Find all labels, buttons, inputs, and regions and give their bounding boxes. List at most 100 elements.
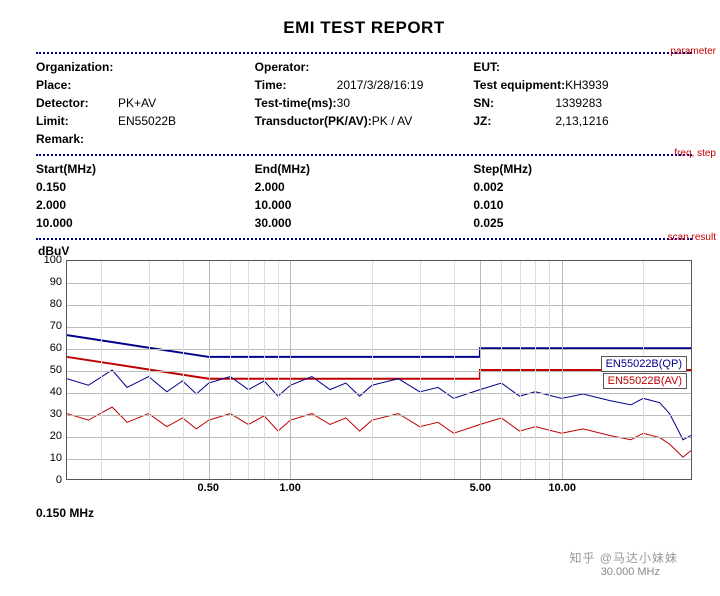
gridline-h [67, 415, 691, 416]
param-value: PK / AV [372, 114, 412, 128]
y-axis-label: dBuV [38, 244, 692, 258]
gridline-v-minor [248, 261, 249, 479]
xaxis-start-label: 0.150 MHz [36, 506, 692, 520]
param-value: 2017/3/28/16:19 [337, 78, 424, 92]
y-tick: 60 [50, 342, 62, 354]
freq-cell: 0.002 [473, 178, 692, 196]
y-axis: 0102030405060708090100 [36, 260, 66, 480]
y-tick: 80 [50, 298, 62, 310]
gridline-v [480, 261, 481, 479]
gridline-v-minor [372, 261, 373, 479]
gridline-v-minor [535, 261, 536, 479]
chart-area: dBuV 0 10 20 30 40 50 60 70 80 90 100 EN55022B(QP)… [36, 244, 692, 520]
param-key: Remark: [36, 130, 118, 148]
param-cell: JZ:2,13,1216 [473, 112, 692, 130]
y-tick: 100 [44, 254, 62, 266]
param-cell: Place: [36, 76, 255, 94]
params-section: Organization: Operator: EUT: Place: Time:201… [36, 54, 692, 154]
param-key: Test-time(ms): [255, 94, 337, 112]
param-cell: Transductor(PK/AV):PK / AV [255, 112, 474, 130]
gridline-v-minor [264, 261, 265, 479]
param-cell: Test-time(ms):30 [255, 94, 474, 112]
gridline-v-minor [183, 261, 184, 479]
param-cell: Time:2017/3/28/16:19 [255, 76, 474, 94]
param-value: 30 [337, 96, 350, 110]
limit-line-AV [67, 357, 691, 379]
label-freqstep: freq, step [674, 148, 716, 159]
param-cell [473, 130, 692, 148]
freq-header: Step(MHz) [473, 160, 692, 178]
param-key: JZ: [473, 112, 555, 130]
x-tick: 5.00 [470, 482, 491, 494]
gridline-v-minor [101, 261, 102, 479]
gridline-v-minor [549, 261, 550, 479]
freq-header: Start(MHz) [36, 160, 255, 178]
plot-region: EN55022B(QP)EN55022B(AV) [66, 260, 692, 480]
x-axis: 0.501.005.0010.00 [66, 480, 692, 498]
gridline-v-minor [149, 261, 150, 479]
param-key: Limit: [36, 112, 118, 130]
param-key: Place: [36, 76, 118, 94]
param-cell: Organization: [36, 58, 255, 76]
gridline-v [290, 261, 291, 479]
param-key: EUT: [473, 58, 555, 76]
gridline-v-minor [278, 261, 279, 479]
gridline-h [67, 393, 691, 394]
gridline-v-minor [230, 261, 231, 479]
x-tick: 1.00 [279, 482, 300, 494]
param-cell: SN:1339283 [473, 94, 692, 112]
freqstep-section: Start(MHz)End(MHz)Step(MHz)0.1502.0000.0… [36, 156, 692, 238]
freq-cell: 10.000 [36, 214, 255, 232]
gridline-v [562, 261, 563, 479]
param-cell: Detector:PK+AV [36, 94, 255, 112]
gridline-h [67, 283, 691, 284]
param-key: SN: [473, 94, 555, 112]
legend-entry: EN55022B(QP) [601, 356, 687, 372]
gridline-v-minor [420, 261, 421, 479]
freq-cell: 0.025 [473, 214, 692, 232]
freq-cell: 30.000 [255, 214, 474, 232]
param-key: Test equipment: [473, 76, 565, 94]
param-cell: Test equipment:KH3939 [473, 76, 692, 94]
y-tick: 90 [50, 276, 62, 288]
freq-cell: 10.000 [255, 196, 474, 214]
y-tick: 70 [50, 320, 62, 332]
freq-cell: 2.000 [255, 178, 474, 196]
gridline-h [67, 349, 691, 350]
param-key: Time: [255, 76, 337, 94]
gridline-v-minor [520, 261, 521, 479]
param-cell: EUT: [473, 58, 692, 76]
param-key: Operator: [255, 58, 337, 76]
y-tick: 50 [50, 364, 62, 376]
x-tick: 10.00 [548, 482, 576, 494]
param-value: EN55022B [118, 114, 176, 128]
report-title: EMI TEST REPORT [36, 18, 692, 38]
param-key: Transductor(PK/AV): [255, 112, 372, 130]
xaxis-end-label: 30.000 MHz [601, 566, 660, 578]
gridline-v [209, 261, 210, 479]
legend-entry: EN55022B(AV) [603, 373, 687, 389]
watermark: 知乎 @马达小妹妹 [569, 549, 678, 566]
param-value: 2,13,1216 [555, 114, 608, 128]
y-tick: 40 [50, 386, 62, 398]
freq-cell: 0.150 [36, 178, 255, 196]
param-cell: Remark: [36, 130, 255, 148]
param-key: Detector: [36, 94, 118, 112]
param-cell: Operator: [255, 58, 474, 76]
freq-cell: 2.000 [36, 196, 255, 214]
param-value: PK+AV [118, 96, 156, 110]
gridline-h [67, 459, 691, 460]
param-value: 1339283 [555, 96, 602, 110]
limit-line-QP [67, 335, 691, 357]
divider-freqstep: freq, step [36, 154, 692, 156]
divider-scan: scan result [36, 238, 692, 240]
param-key: Organization: [36, 58, 118, 76]
y-tick: 0 [56, 474, 62, 486]
gridline-v-minor [454, 261, 455, 479]
trace-svg [67, 261, 691, 479]
y-tick: 10 [50, 452, 62, 464]
param-cell: Limit:EN55022B [36, 112, 255, 130]
gridline-h [67, 305, 691, 306]
y-tick: 30 [50, 408, 62, 420]
y-tick: 20 [50, 430, 62, 442]
